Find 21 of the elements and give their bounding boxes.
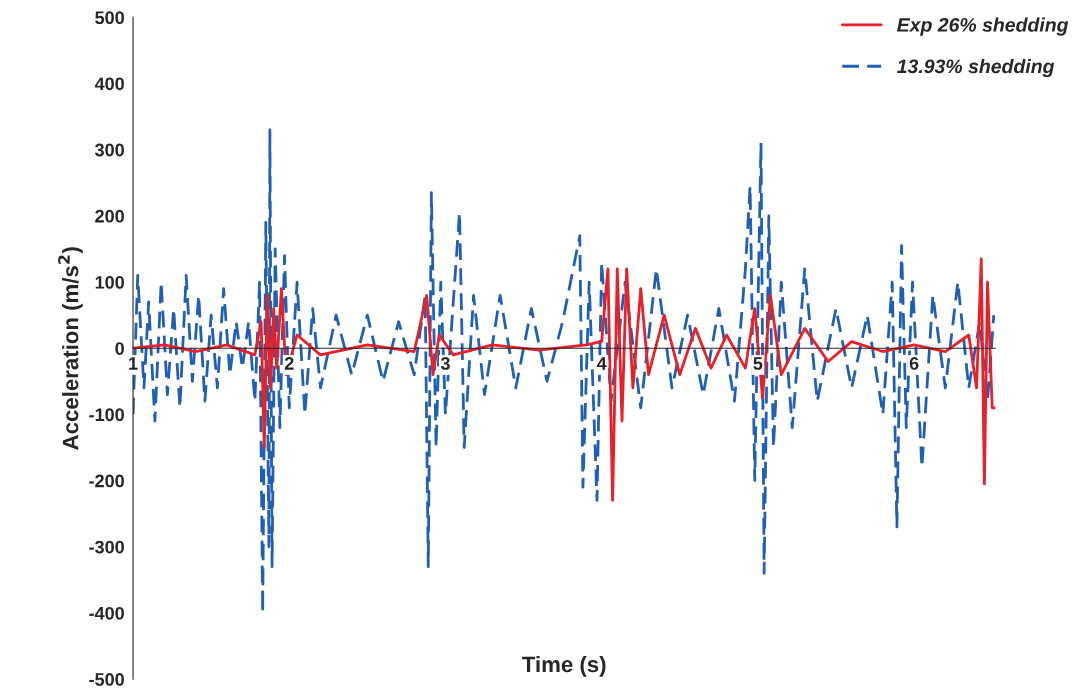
y-tick-label: 500 (95, 11, 124, 25)
y-tick-label: -400 (89, 606, 124, 620)
y-tick-label: 200 (95, 209, 124, 223)
y-tick-label: 300 (94, 143, 124, 157)
y-tick-label: 400 (94, 77, 124, 91)
x-tick-label: 5 (753, 357, 763, 370)
x-axis-title: Time (s) (522, 655, 606, 677)
x-tick-label: 6 (909, 357, 919, 370)
legend-label: Exp 26% shedding (897, 17, 1069, 36)
x-tick-label: 2 (284, 357, 294, 370)
x-tick-label: 1 (129, 357, 138, 370)
y-tick-label: 100 (95, 275, 124, 289)
y-axis-title: Acceleration (m/s$^{2}$) (58, 247, 83, 450)
y-tick-label: -200 (89, 474, 124, 488)
y-tick-label: -300 (89, 540, 124, 554)
x-tick-label: 4 (596, 357, 607, 370)
legend-label: 13.93% shedding (897, 58, 1055, 78)
y-tick-label: -500 (89, 673, 124, 686)
y-tick-label: -100 (89, 408, 124, 422)
x-tick-label: 3 (440, 357, 450, 370)
y-tick-label: 0 (115, 342, 124, 355)
